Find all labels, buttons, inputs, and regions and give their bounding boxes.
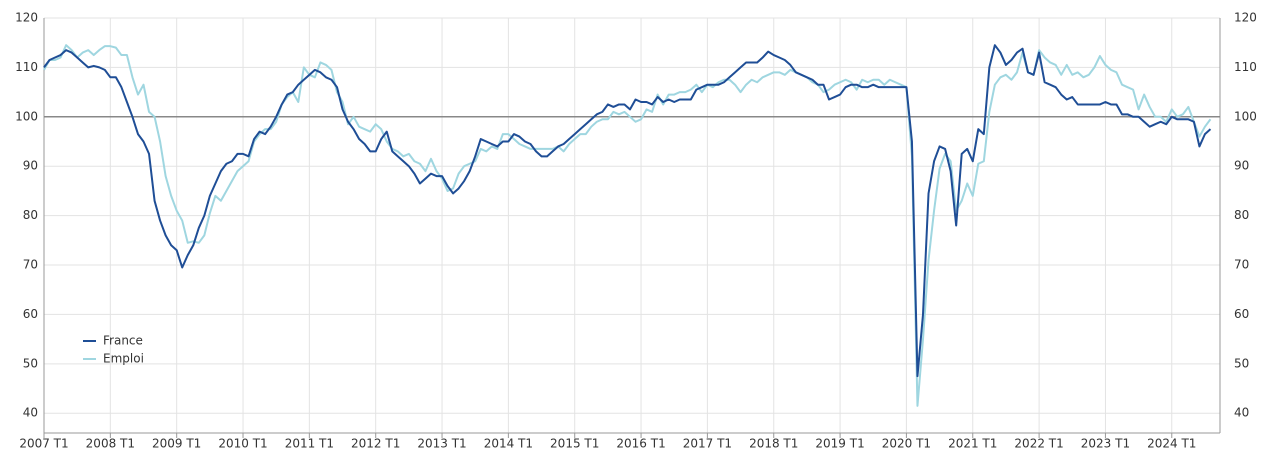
y-tick-label: 100: [15, 109, 38, 123]
x-tick-label: 2011 T1: [285, 437, 334, 450]
y2-tick-label: 90: [1234, 159, 1249, 173]
x-tick-label: 2010 T1: [218, 437, 267, 450]
y2-tick-label: 110: [1234, 60, 1257, 74]
y2-tick-label: 100: [1234, 109, 1257, 123]
x-tick-label: 2017 T1: [683, 437, 732, 450]
x-tick-label: 2021 T1: [948, 437, 997, 450]
y2-tick-label: 50: [1234, 356, 1249, 370]
series-line: [43, 44, 1212, 378]
x-tick-label: 2024 T1: [1147, 437, 1196, 450]
legend-label: France: [103, 334, 143, 348]
x-tick-label: 2019 T1: [815, 437, 864, 450]
series-line: [43, 44, 1212, 407]
x-tick-label: 2022 T1: [1014, 437, 1063, 450]
x-tick-label: 2012 T1: [351, 437, 400, 450]
x-tick-label: 2013 T1: [417, 437, 466, 450]
y-tick-label: 50: [23, 356, 38, 370]
x-tick-label: 2008 T1: [86, 437, 135, 450]
y-tick-label: 70: [23, 258, 38, 272]
y-tick-label: 110: [15, 60, 38, 74]
y-tick-label: 90: [23, 159, 38, 173]
y-tick-label: 80: [23, 208, 38, 222]
y2-tick-label: 120: [1234, 11, 1257, 25]
x-tick-label: 2015 T1: [550, 437, 599, 450]
y-tick-label: 60: [23, 307, 38, 321]
x-tick-label: 2007 T1: [19, 437, 68, 450]
y-tick-label: 120: [15, 11, 38, 25]
x-tick-label: 2020 T1: [882, 437, 931, 450]
y2-tick-label: 80: [1234, 208, 1249, 222]
y-tick-label: 40: [23, 406, 38, 420]
x-tick-label: 2014 T1: [484, 437, 533, 450]
x-tick-label: 2016 T1: [616, 437, 665, 450]
x-tick-label: 2018 T1: [749, 437, 798, 450]
y2-tick-label: 60: [1234, 307, 1249, 321]
x-tick-label: 2009 T1: [152, 437, 201, 450]
x-tick-label: 2023 T1: [1081, 437, 1130, 450]
y2-tick-label: 70: [1234, 258, 1249, 272]
y2-tick-label: 40: [1234, 406, 1249, 420]
legend-label: Emploi: [103, 352, 144, 366]
